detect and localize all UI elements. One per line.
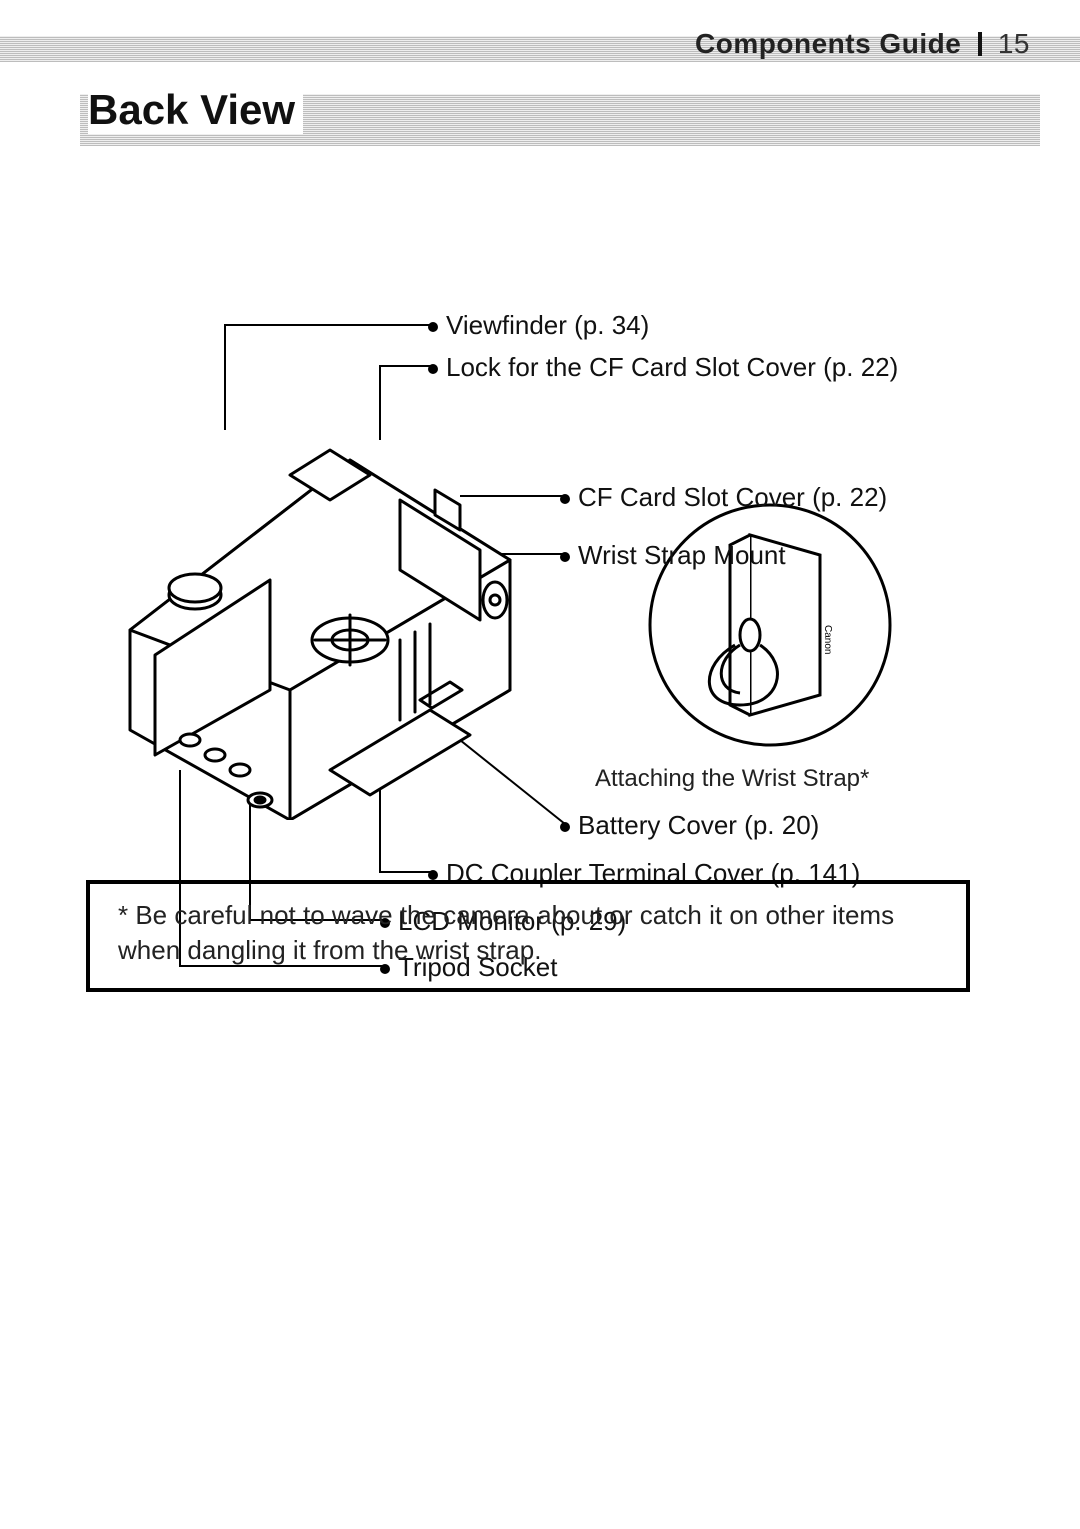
label-cf-cover: CF Card Slot Cover (p. 22) <box>560 482 887 513</box>
bullet-icon <box>560 494 570 504</box>
label-text: Lock for the CF Card Slot Cover (p. 22) <box>446 352 898 382</box>
diagram-stage: Canon Viewfinder (p. 34) Lock for the CF… <box>40 150 1040 870</box>
bullet-icon <box>560 552 570 562</box>
header: Components Guide 15 <box>695 28 1030 60</box>
bullet-icon <box>560 822 570 832</box>
footnote-box: * Be careful not to wave the camera abou… <box>86 880 970 992</box>
footnote-text: * Be careful not to wave the camera abou… <box>118 900 894 965</box>
page-number: 15 <box>998 28 1030 59</box>
label-text: Battery Cover (p. 20) <box>578 810 819 840</box>
label-text: CF Card Slot Cover (p. 22) <box>578 482 887 512</box>
svg-text:Canon: Canon <box>822 625 833 654</box>
bullet-icon <box>428 364 438 374</box>
header-separator <box>978 32 982 56</box>
label-battery: Battery Cover (p. 20) <box>560 810 819 841</box>
label-viewfinder: Viewfinder (p. 34) <box>428 310 649 341</box>
bullet-icon <box>428 322 438 332</box>
label-text: Viewfinder (p. 34) <box>446 310 649 340</box>
camera-illustration <box>100 390 530 820</box>
label-text: Wrist Strap Mount <box>578 540 786 570</box>
wrist-strap-inset: Canon <box>640 495 900 755</box>
section-title: Back View <box>88 86 303 134</box>
header-label: Components Guide <box>695 28 961 59</box>
label-cf-lock: Lock for the CF Card Slot Cover (p. 22) <box>428 352 898 383</box>
caption-wrist-strap: Attaching the Wrist Strap* <box>595 765 869 793</box>
bullet-icon <box>428 870 438 880</box>
label-wrist-mount: Wrist Strap Mount <box>560 540 786 571</box>
